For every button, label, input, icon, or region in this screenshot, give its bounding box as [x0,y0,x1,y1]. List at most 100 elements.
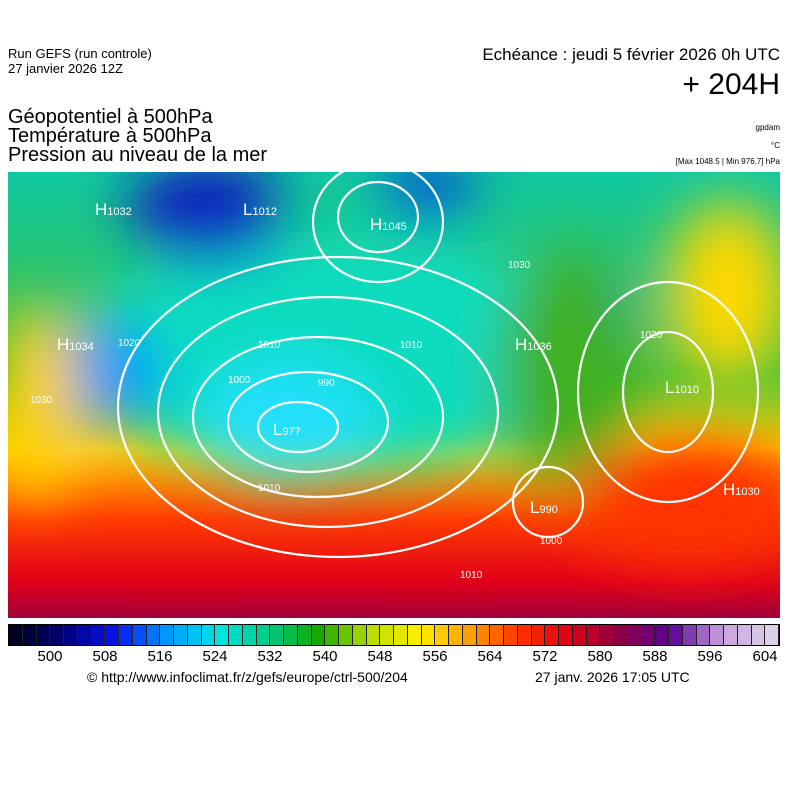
colorbar-cell [22,625,37,645]
colorbar-cell [586,625,601,645]
isobar-label: 1010 [400,340,423,351]
colorbar-cell [504,625,518,645]
pressure-center-low: L1010 [665,378,699,398]
colorbar-cell [352,625,367,645]
colorbar-cell [146,625,161,645]
center-value: 1012 [252,206,277,218]
colorbar-cell [187,625,202,645]
colorbar-cell [91,625,106,645]
colorbar-cell [421,625,436,645]
colorbar-cell [407,625,422,645]
colorbar-tick: 548 [367,648,393,665]
colorbar-cell [641,625,656,645]
center-type: L [273,420,283,439]
lead-time: + 204H [682,68,780,101]
colorbar-cell [614,625,628,645]
pressure-center-low: L1012 [243,200,277,220]
field-geopotential: Géopotentiel à 500hPa [8,106,213,128]
pressure-center-high: H1032 [95,200,132,220]
colorbar-cell [710,625,724,645]
center-value: 990 [539,504,558,516]
isobar-label: 1010 [258,483,281,494]
colorbar-cell [669,625,683,645]
center-value: 1036 [527,341,552,353]
pressure-center-high: H1045 [370,215,407,235]
unit-gpdam: gpdam [755,123,780,132]
colorbar-cell [696,625,711,645]
echeance: Echéance : jeudi 5 février 2026 0h UTC [482,45,780,64]
isobar-label: 1010 [460,570,483,581]
colorbar-cell [229,625,243,645]
pressure-center-low: L990 [530,498,558,518]
colorbar-cell [435,625,449,645]
field-list: Géopotentiel à 500hPa Température à 500h… [8,106,268,166]
field-pressure: Pression au niveau de la mer [8,144,268,166]
isobar-label: 990 [318,378,335,389]
colorbar-cell [36,625,51,645]
colorbar-cell [366,625,381,645]
isobar-label: 1010 [258,340,281,351]
colorbar-cell [462,625,477,645]
colorbar-tick: 588 [642,648,668,665]
colorbar-cell [724,625,738,645]
colorbar [8,624,780,646]
colorbar-cell [394,625,408,645]
center-type: L [243,200,253,219]
colorbar-cell [215,625,229,645]
credit-link[interactable]: © http://www.infoclimat.fr/z/gefs/europe… [87,669,408,685]
colorbar-cell [751,625,766,645]
center-value: 1030 [735,486,760,498]
colorbar-cell [627,625,642,645]
colorbar-cell [765,625,779,645]
colorbar-tick: 500 [37,648,63,665]
colorbar-cell [572,625,587,645]
colorbar-cell [64,625,78,645]
colorbar-cell [559,625,573,645]
unit-pressure-range: [Max 1048.5 | Min 976.7] hPa [675,157,780,166]
pressure-center-low: L977 [273,420,301,440]
pressure-center-high: H1030 [723,480,760,500]
map-area[interactable] [8,172,780,618]
center-type: H [95,200,108,219]
colorbar-cell [160,625,174,645]
center-value: 1032 [107,206,132,218]
colorbar-cell [270,625,284,645]
center-type: H [723,480,736,499]
isobar-label: 1030 [508,260,531,271]
center-value: 1010 [674,384,699,396]
center-type: H [515,335,528,354]
colorbar-tick: 524 [202,648,228,665]
colorbar-cell [325,625,339,645]
field-temperature: Température à 500hPa [8,125,212,147]
colorbar-tick: 556 [422,648,448,665]
colorbar-cell [476,625,491,645]
colorbar-tick: 572 [532,648,558,665]
center-value: 1045 [382,221,407,233]
colorbar-cell [105,625,119,645]
colorbar-cell [50,625,64,645]
colorbar-cell [449,625,463,645]
colorbar-cell [297,625,312,645]
generated-timestamp: 27 janv. 2026 17:05 UTC [535,669,690,685]
colorbar-cell [545,625,559,645]
colorbar-cell [201,625,216,645]
unit-celsius: °C [771,141,780,150]
colorbar-cell [737,625,752,645]
colorbar-cell [174,625,188,645]
center-type: L [530,498,540,517]
colorbar-cell [380,625,394,645]
run-label: Run GEFS (run controle) [8,46,152,61]
colorbar-cell [490,625,504,645]
colorbar-cell [242,625,257,645]
colorbar-cell [311,625,326,645]
isobar-label: 1020 [640,330,663,341]
colorbar-cell [339,625,353,645]
pressure-center-high: H1034 [57,335,94,355]
isobar-label: 1000 [540,536,563,547]
isobar-label: 1020 [118,338,141,349]
colorbar-cell [600,625,614,645]
colorbar-cell [517,625,532,645]
colorbar-cell [256,625,271,645]
center-type: H [57,335,70,354]
run-date: 27 janvier 2026 12Z [8,61,123,76]
